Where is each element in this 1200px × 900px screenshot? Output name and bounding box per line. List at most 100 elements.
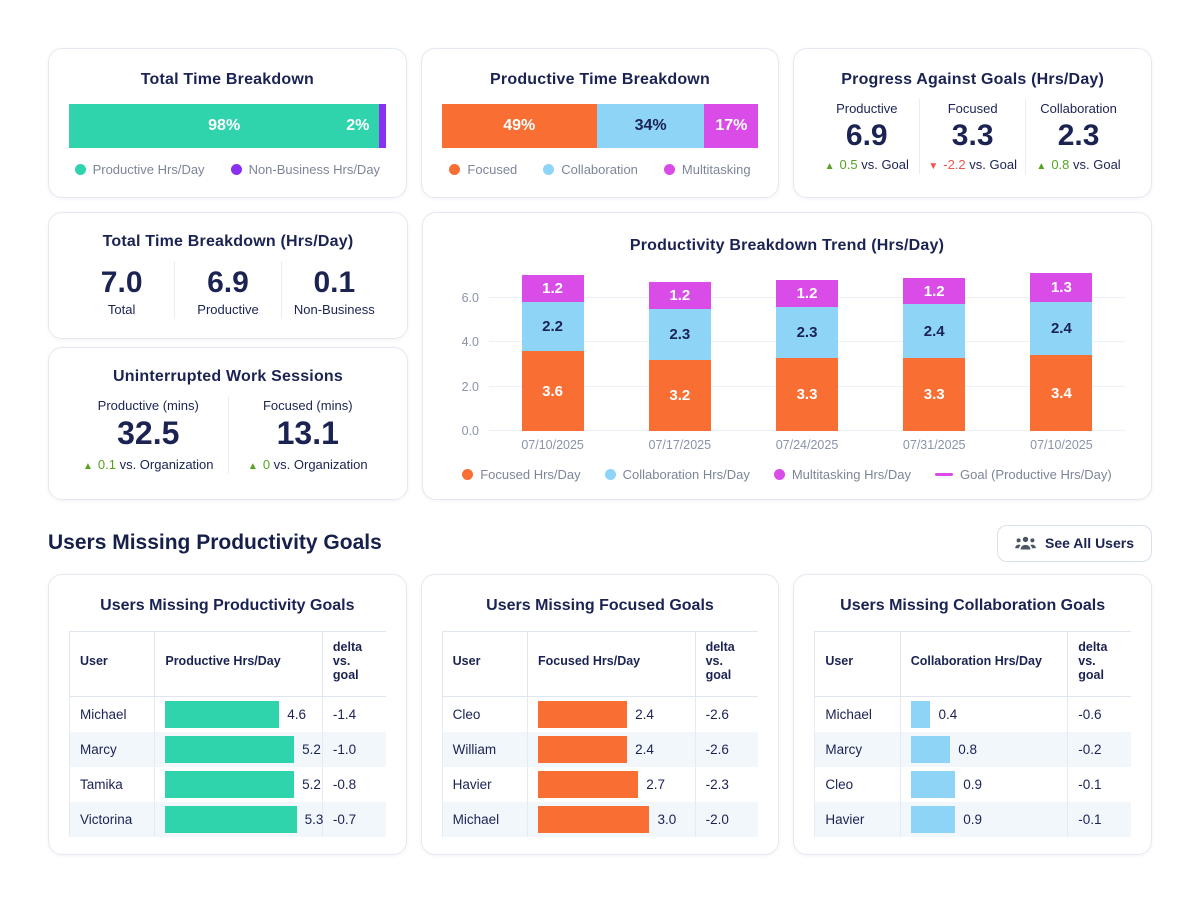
table-row[interactable]: Havier 0.9 -0.1 <box>814 802 1131 837</box>
dashboard: Total Time Breakdown 98% 2% Productive Hr… <box>48 48 1152 855</box>
metric-label: Total <box>107 302 136 317</box>
see-all-users-button[interactable]: See All Users <box>997 524 1152 562</box>
delta-cell: -2.6 <box>694 696 759 732</box>
delta-indicator: ▼ -2.2 vs. Goal <box>924 157 1021 172</box>
metric-productive-mins: Productive (mins) 32.5 ▲ 0.1 vs. Organiza… <box>69 396 228 474</box>
table-row[interactable]: Marcy 5.2 -1.0 <box>68 732 386 767</box>
legend-label: Non-Business Hrs/Day <box>248 162 381 177</box>
legend-dot <box>74 164 86 175</box>
metric-collaboration: Collaboration 2.3 ▲ 0.8 vs. Goal <box>1025 99 1131 174</box>
user-value-bar <box>538 701 628 728</box>
metric-value: 6.9 <box>845 119 888 152</box>
legend-dot <box>462 469 474 480</box>
table-header-row: User Collaboration Hrs/Day delta vs. goal <box>814 631 1131 697</box>
delta-value: -2.2 <box>943 157 966 172</box>
bar-segment-multitasking[interactable]: 17% <box>704 104 759 148</box>
metric-value: 0.1 <box>313 266 356 299</box>
trend-bar-segment-focused-hrs-day[interactable]: 3.3 <box>776 357 838 431</box>
triangle-down-icon: ▼ <box>928 161 939 172</box>
trend-bar-segment-collaboration-hrs-day[interactable]: 2.3 <box>648 308 711 360</box>
user-value-label: 5.2 <box>302 777 321 792</box>
trend-bar-segment-focused-hrs-day[interactable]: 3.6 <box>521 351 584 431</box>
legend-item-focused: Focused <box>449 162 517 177</box>
trend-bar-segment-focused-hrs-day[interactable]: 3.3 <box>903 357 966 431</box>
table-row[interactable]: Michael 0.4 -0.6 <box>814 696 1131 732</box>
user-value-label: 0.8 <box>958 742 978 757</box>
trend-bar-segment-collaboration-hrs-day[interactable]: 2.4 <box>903 304 966 358</box>
delta-suffix: vs. Goal <box>965 157 1017 172</box>
bar-segment-non-business-hrs-day[interactable] <box>379 104 386 148</box>
metric-productive: Productive 6.9 ▲ 0.5 vs. Goal <box>814 99 919 174</box>
column-header-delta-vs-goal: delta vs. goal <box>1067 631 1131 697</box>
column-header-productive-hrs-day: Productive Hrs/Day <box>154 631 323 697</box>
trend-bar-segment-collaboration-hrs-day[interactable]: 2.2 <box>521 302 584 351</box>
legend-label: Multitasking Hrs/Day <box>791 467 912 482</box>
bar-segment-productive-hrs-day[interactable]: 98% 2% <box>69 104 380 148</box>
table-row[interactable]: Tamika 5.2 -0.8 <box>68 767 386 802</box>
trend-bar-segment-multitasking-hrs-day[interactable]: 1.3 <box>1030 273 1093 303</box>
user-value-label: 5.3 <box>304 812 324 827</box>
table-row[interactable]: Havier 2.7 -2.3 <box>441 767 759 802</box>
trend-bar-segment-multitasking-hrs-day[interactable]: 1.2 <box>776 279 838 307</box>
metric-value: 7.0 <box>100 266 143 299</box>
user-name-cell: Victorina <box>68 802 155 837</box>
table-row[interactable]: Michael 3.0 -2.0 <box>441 802 759 837</box>
legend-line <box>935 473 954 476</box>
delta-cell: -2.3 <box>694 767 759 802</box>
table-row[interactable]: Marcy 0.8 -0.2 <box>814 732 1131 767</box>
column-header-focused-hrs-day: Focused Hrs/Day <box>527 631 696 697</box>
user-value-bar <box>538 771 639 798</box>
x-axis-label: 07/10/2025 <box>521 438 584 452</box>
trend-bar-segment-focused-hrs-day[interactable]: 3.4 <box>1030 355 1093 431</box>
legend-label: Collaboration Hrs/Day <box>622 467 750 482</box>
table-row[interactable]: Cleo 2.4 -2.6 <box>441 696 759 732</box>
user-name-cell: Michael <box>68 696 155 732</box>
trend-chart: 0.0 2.0 4.0 6.0 3.6 2.2 1.2 3.2 2.3 1.2 3.3 2.3 1.2 3… <box>445 271 1129 438</box>
user-value-bar <box>165 701 280 728</box>
user-value-label: 5.2 <box>302 742 321 757</box>
trend-bar-segment-multitasking-hrs-day[interactable]: 1.2 <box>903 277 966 305</box>
uninterrupted-sessions-card: Uninterrupted Work Sessions Productive (… <box>48 347 408 500</box>
goal-metrics: Productive 6.9 ▲ 0.5 vs. Goal Focused 3.3… <box>814 99 1131 174</box>
delta-value: 0.5 <box>839 157 858 172</box>
table-row[interactable]: William 2.4 -2.6 <box>441 732 759 767</box>
trend-legend: Focused Hrs/Day Collaboration Hrs/Day Mult… <box>445 467 1129 482</box>
table-row[interactable]: Cleo 0.9 -0.1 <box>814 767 1131 802</box>
bar-segment-collaboration[interactable]: 34% <box>596 104 705 148</box>
chart-title: Productivity Breakdown Trend (Hrs/Day) <box>629 237 945 254</box>
legend-dot <box>773 469 785 480</box>
productive-time-breakdown-card: Productive Time Breakdown 49% 34% 17% Focu… <box>420 48 780 198</box>
value-bar-cell: 2.4 <box>527 732 696 767</box>
metric-productive: 6.9 Productive <box>174 261 280 319</box>
total-time-stats-card: Total Time Breakdown (Hrs/Day) 7.0 Total… <box>48 212 408 339</box>
triangle-up-icon: ▲ <box>1036 161 1047 172</box>
table-row[interactable]: Michael 4.6 -1.4 <box>68 696 386 732</box>
trend-bar-segment-multitasking-hrs-day[interactable]: 1.2 <box>521 275 584 303</box>
delta-indicator: ▲ 0.1 vs. Organization <box>73 457 224 472</box>
metric-label: Focused <box>947 101 998 116</box>
delta-suffix: vs. Organization <box>115 456 214 472</box>
legend-item-goal-productive-hrs-day: Goal (Productive Hrs/Day) <box>935 467 1112 482</box>
legend-dot <box>449 164 461 175</box>
trend-bar-segment-collaboration-hrs-day[interactable]: 2.4 <box>1030 302 1093 356</box>
delta-cell: -0.8 <box>321 767 386 802</box>
trend-bar: 3.2 2.3 1.2 <box>648 282 711 431</box>
table-row[interactable]: Victorina 5.3 -0.7 <box>68 802 386 837</box>
user-value-label: 0.9 <box>963 777 983 792</box>
table-title: Users Missing Productivity Goals <box>100 597 355 614</box>
delta-cell: -2.0 <box>694 802 759 837</box>
metric-value: 3.3 <box>951 119 994 152</box>
trend-bar-segment-focused-hrs-day[interactable]: 3.2 <box>648 359 711 431</box>
sessions-metrics: Productive (mins) 32.5 ▲ 0.1 vs. Organiza… <box>69 396 387 474</box>
trend-bar-segment-collaboration-hrs-day[interactable]: 2.3 <box>776 306 838 358</box>
delta-value: 0 <box>262 456 271 472</box>
metric-value: 13.1 <box>276 415 339 451</box>
user-value-label: 0.4 <box>938 707 958 722</box>
users-missing-productivity-card: Users Missing Productivity Goals User Pro… <box>48 574 407 855</box>
value-bar-cell: 5.2 <box>154 732 323 767</box>
see-all-users-label: See All Users <box>1045 535 1134 551</box>
bar-segment-focused[interactable]: 49% <box>441 104 597 148</box>
trend-bar-segment-multitasking-hrs-day[interactable]: 1.2 <box>648 282 711 309</box>
total-time-legend: Productive Hrs/Day Non-Business Hrs/Day <box>69 162 386 177</box>
value-bar-cell: 0.9 <box>899 802 1068 837</box>
